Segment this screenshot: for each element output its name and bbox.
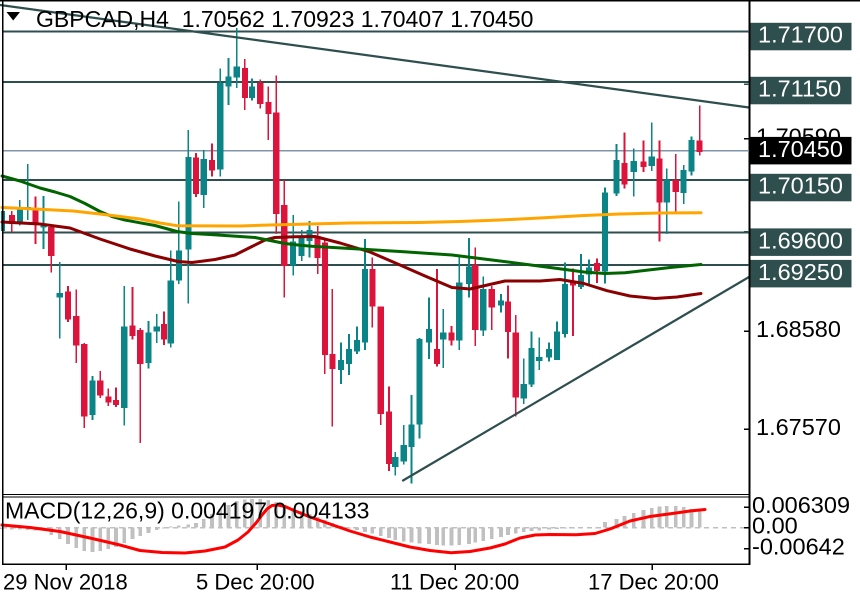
svg-text:1.71700: 1.71700: [758, 22, 843, 48]
svg-text:29 Nov 2018: 29 Nov 2018: [3, 570, 128, 595]
svg-text:17 Dec 20:00: 17 Dec 20:00: [588, 570, 719, 595]
svg-text:0.00: 0.00: [752, 513, 798, 539]
svg-text:1.67570: 1.67570: [756, 414, 841, 440]
svg-text:-0.00642: -0.00642: [752, 534, 845, 560]
svg-text:1.69600: 1.69600: [758, 227, 843, 253]
svg-text:1.69250: 1.69250: [758, 259, 843, 285]
svg-text:1.70450: 1.70450: [758, 136, 843, 162]
svg-text:5 Dec 20:00: 5 Dec 20:00: [196, 570, 315, 595]
svg-text:1.70150: 1.70150: [758, 173, 843, 199]
svg-text:MACD(12,26,9) 0.004197 0.00413: MACD(12,26,9) 0.004197 0.004133: [5, 498, 369, 524]
svg-text:GBPCAD,H4 1.70562 1.70923 1.7: GBPCAD,H4 1.70562 1.70923 1.70407 1.7045…: [36, 6, 533, 32]
svg-text:0.006309: 0.006309: [752, 492, 850, 518]
svg-text:1.68580: 1.68580: [756, 316, 841, 342]
svg-text:1.71150: 1.71150: [758, 76, 841, 102]
svg-text:11 Dec 20:00: 11 Dec 20:00: [390, 570, 519, 595]
